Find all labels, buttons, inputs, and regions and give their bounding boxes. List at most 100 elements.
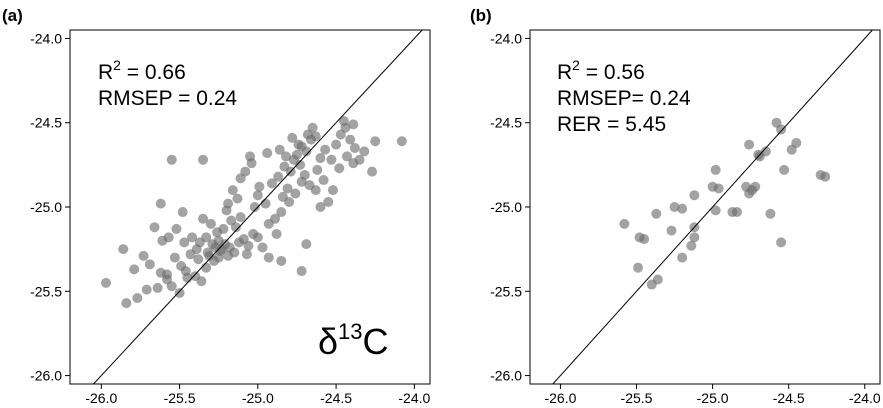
data-point: [193, 254, 204, 265]
data-point: [320, 144, 331, 155]
panel-b-x-axis: -26.0 -25.5 -25.0 -24.5 -24.0: [544, 384, 881, 406]
data-point: [750, 181, 761, 192]
data-point: [710, 205, 721, 216]
data-point: [689, 190, 700, 201]
panel-a: (a) -26.0 -25.5 -25.0 -24.5 -24.0 -24.0 -24.5…: [2, 6, 431, 406]
data-point: [334, 163, 345, 174]
x-tick-label: -24.0: [398, 390, 430, 406]
panel-a-label: (a): [2, 6, 23, 25]
data-point: [241, 249, 252, 260]
data-point: [260, 198, 271, 209]
data-point: [710, 164, 721, 175]
data-point: [323, 196, 334, 207]
data-point: [218, 223, 229, 234]
y-tick-label: -25.5: [490, 283, 522, 299]
data-point: [731, 207, 742, 218]
data-point: [310, 131, 321, 142]
data-point: [171, 223, 182, 234]
data-point: [243, 240, 254, 251]
x-tick-label: -24.5: [320, 390, 352, 406]
y-tick-label: -26.0: [30, 368, 62, 384]
data-point: [273, 171, 284, 182]
data-point: [174, 287, 185, 298]
data-point: [235, 173, 246, 184]
data-point: [652, 274, 663, 285]
data-point: [331, 139, 342, 150]
data-point: [235, 212, 246, 223]
data-point: [263, 218, 274, 229]
panel-a-x-axis: -26.0 -25.5 -25.0 -24.5 -24.0: [85, 384, 431, 406]
data-point: [226, 215, 237, 226]
data-point: [149, 222, 160, 233]
data-point: [187, 232, 198, 243]
data-point: [271, 228, 282, 239]
data-point: [669, 202, 680, 212]
data-point: [689, 232, 700, 243]
data-point: [302, 129, 313, 140]
data-point: [201, 262, 212, 273]
data-point: [327, 185, 338, 196]
y-tick-label: -24.0: [490, 30, 522, 46]
data-point: [304, 180, 315, 191]
data-point: [276, 207, 287, 218]
x-tick-label: -24.5: [773, 390, 805, 406]
data-point: [820, 171, 831, 182]
data-point: [370, 136, 381, 147]
data-point: [249, 202, 260, 212]
data-point: [163, 232, 174, 243]
data-point: [169, 252, 180, 263]
data-point: [338, 116, 349, 127]
panel-b-one-to-one-line: [552, 29, 873, 385]
x-tick-label: -25.0: [697, 390, 729, 406]
data-point: [345, 134, 356, 145]
data-point: [194, 237, 205, 248]
data-point: [138, 250, 149, 261]
data-point: [315, 202, 326, 212]
panel-a-isotope-label: δ13C: [318, 319, 389, 362]
data-point: [296, 266, 307, 277]
panel-b-r2-text: R2 = 0.56: [557, 57, 645, 84]
panel-b-points: [619, 117, 831, 290]
data-point: [349, 143, 360, 153]
x-tick-label: -24.0: [849, 390, 881, 406]
x-tick-label: -25.0: [242, 390, 274, 406]
data-point: [257, 242, 268, 253]
data-point: [252, 190, 263, 201]
data-point: [282, 183, 293, 194]
data-point: [213, 252, 224, 263]
data-point: [152, 282, 163, 293]
data-point: [141, 284, 152, 295]
data-point: [155, 198, 166, 209]
data-point: [221, 205, 232, 216]
data-point: [342, 151, 353, 162]
data-point: [754, 151, 765, 162]
data-point: [666, 225, 677, 236]
data-point: [288, 154, 299, 165]
data-point: [166, 154, 177, 165]
y-tick-label: -25.0: [30, 199, 62, 215]
data-point: [266, 178, 277, 189]
data-point: [185, 249, 196, 260]
data-point: [198, 154, 209, 165]
data-point: [299, 169, 310, 180]
data-point: [180, 266, 191, 277]
data-point: [348, 119, 359, 130]
panel-b-rer-text: RER = 5.45: [557, 113, 666, 136]
data-point: [791, 137, 802, 148]
panel-b: (b) -26.0 -25.5 -25.0 -24.5 -24.0 -24.0 -24.5…: [470, 6, 881, 406]
panel-b-label: (b): [470, 6, 492, 25]
data-point: [254, 181, 265, 192]
data-point: [318, 175, 329, 186]
panel-a-rmsep-text: RMSEP = 0.24: [98, 87, 237, 110]
data-point: [121, 298, 132, 309]
x-tick-label: -26.0: [85, 390, 117, 406]
data-point: [713, 183, 724, 194]
data-point: [619, 218, 630, 229]
data-point: [274, 144, 285, 155]
data-point: [166, 281, 177, 292]
data-point: [686, 240, 697, 251]
data-point: [776, 237, 787, 248]
data-point: [359, 146, 370, 157]
panel-a-r2-text: R2 = 0.66: [98, 57, 186, 84]
